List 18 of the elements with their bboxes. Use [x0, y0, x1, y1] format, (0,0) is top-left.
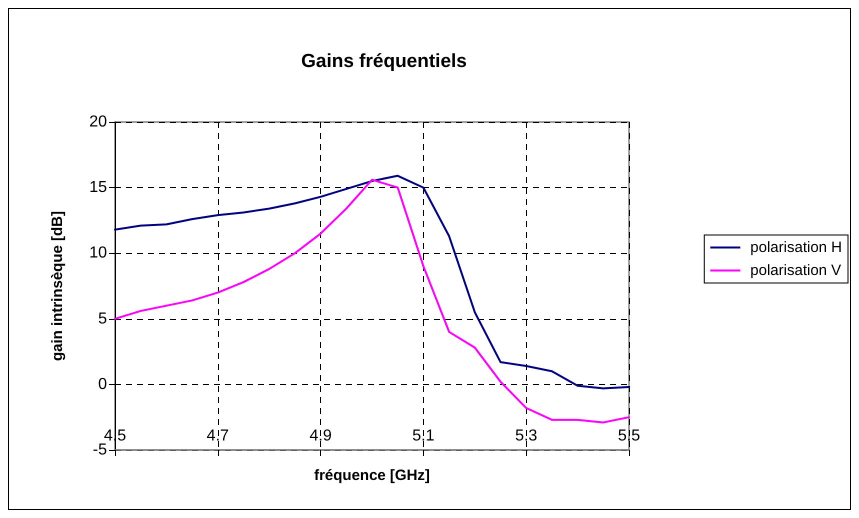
x-tick-label: 5.3	[515, 428, 538, 444]
y-tick-label: 0	[98, 376, 108, 393]
legend-label: polarisation H	[750, 239, 842, 256]
y-tick-label: 5	[98, 310, 108, 328]
y-tick-label: 20	[89, 114, 108, 130]
y-axis-title: gain intrinsèque [dB]	[49, 210, 66, 361]
x-tick-label: 5.1	[412, 428, 435, 444]
x-axis-title: fréquence [GHz]	[314, 467, 430, 484]
y-tick-label: -5	[92, 442, 108, 458]
line-series	[114, 178, 630, 424]
chart-title: Gains fréquentiels	[301, 51, 467, 72]
y-tick-label: 15	[89, 179, 108, 196]
y-tick-label: 10	[89, 244, 108, 262]
x-tick-label: 4.9	[309, 428, 332, 444]
legend-label: polarisation V	[750, 262, 842, 279]
x-tick-label: 4.7	[206, 428, 230, 444]
line-series	[114, 174, 630, 390]
x-tick-label: 5.5	[618, 428, 640, 444]
